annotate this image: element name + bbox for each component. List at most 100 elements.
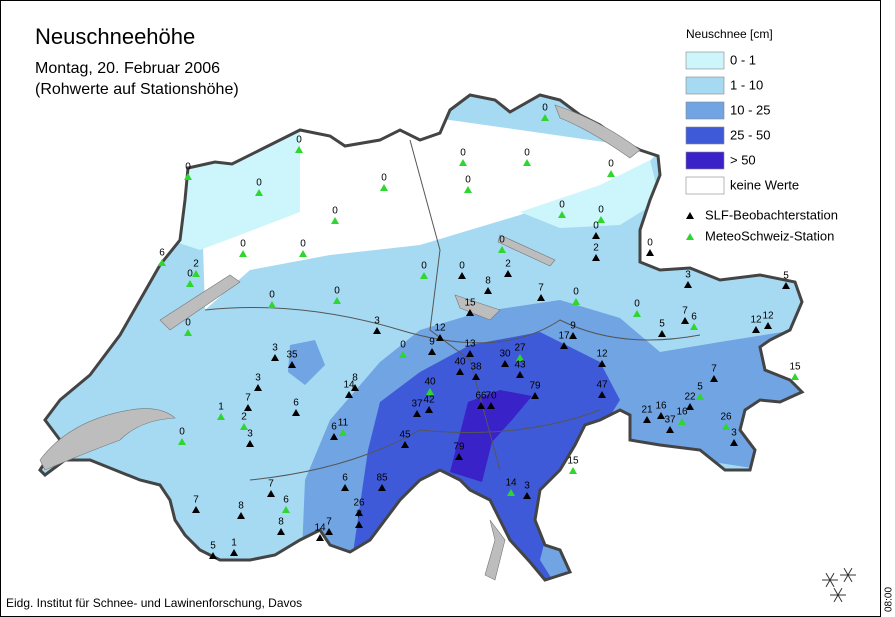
- station-value: 0: [334, 286, 340, 297]
- station-value: 0: [300, 239, 306, 250]
- station-marker: [523, 159, 531, 166]
- station-marker: [477, 402, 485, 409]
- station-marker: [456, 368, 464, 375]
- station-marker: [339, 429, 347, 436]
- station-marker: [531, 392, 539, 399]
- station-value: 7: [538, 283, 544, 294]
- logo-stroke: [837, 594, 843, 603]
- station-value: 2: [193, 259, 199, 270]
- station-marker: [516, 371, 524, 378]
- station-marker: [560, 342, 568, 349]
- station-value: 15: [464, 298, 476, 309]
- station-marker: [484, 287, 492, 294]
- station-value: 38: [470, 362, 482, 373]
- station-value: 35: [286, 350, 298, 361]
- station-marker: [681, 317, 689, 324]
- station-marker: [209, 552, 217, 559]
- station-marker: [791, 373, 799, 380]
- station-value: 0: [296, 135, 302, 146]
- station-value: 16: [676, 407, 688, 418]
- station-marker: [288, 361, 296, 368]
- station-marker: [455, 453, 463, 460]
- legend-swatch: [685, 76, 725, 95]
- station-value: 43: [514, 360, 526, 371]
- station-value: 0: [542, 103, 548, 114]
- subtitle: (Rohwerte auf Stationshöhe): [35, 81, 239, 98]
- station-value: 6: [159, 248, 165, 259]
- station-value: 12: [762, 311, 774, 322]
- station-marker: [646, 249, 654, 256]
- station-value: 3: [272, 343, 278, 354]
- station-marker: [752, 326, 760, 333]
- station-value: 0: [256, 178, 262, 189]
- station-value: 0: [524, 148, 530, 159]
- station-marker: [237, 512, 245, 519]
- station-marker: [425, 406, 433, 413]
- station-value: 1: [231, 538, 237, 549]
- station-marker: [341, 484, 349, 491]
- station-value: 8: [485, 276, 491, 287]
- station-value: 0: [332, 206, 338, 217]
- station-marker: [420, 272, 428, 279]
- station-marker: [244, 404, 252, 411]
- station-marker: [277, 528, 285, 535]
- station-marker: [186, 280, 194, 287]
- station-value: 70: [485, 391, 497, 402]
- lakes: [39, 104, 641, 581]
- station-value: 7: [193, 495, 199, 506]
- logo-stroke: [847, 574, 853, 583]
- station-value: 1: [218, 402, 224, 413]
- station-value: 11: [338, 418, 349, 429]
- station-marker: [246, 440, 254, 447]
- lake: [454, 294, 501, 321]
- station-marker: [541, 114, 549, 121]
- station-value: 66: [475, 391, 487, 402]
- station-marker: [355, 509, 363, 516]
- station-value: 5: [659, 319, 665, 330]
- station-value: 14: [505, 478, 517, 489]
- footer: Eidg. Institut für Schnee- und Lawinenfo…: [6, 596, 302, 610]
- station-value: 7: [245, 393, 251, 404]
- station-value: 16: [655, 401, 667, 412]
- station-marker: [458, 272, 466, 279]
- lake: [39, 408, 176, 471]
- station-value: 8: [352, 373, 358, 384]
- station-marker: [299, 250, 307, 257]
- logo-stroke: [837, 587, 843, 596]
- station-marker: [401, 441, 409, 448]
- station-value: 27: [514, 343, 526, 354]
- station-marker: [380, 184, 388, 191]
- station-value: 26: [353, 498, 365, 509]
- station-marker: [722, 423, 730, 430]
- station-marker: [572, 298, 580, 305]
- station-value: 3: [731, 428, 737, 439]
- station-marker: [598, 360, 606, 367]
- inner-borders: [204, 139, 701, 481]
- legend-swatch: [685, 151, 725, 170]
- station-marker: [254, 384, 262, 391]
- station-marker: [730, 439, 738, 446]
- station-marker: [504, 270, 512, 277]
- station-marker: [330, 433, 338, 440]
- station-marker: [558, 211, 566, 218]
- logo-stroke: [833, 587, 839, 596]
- station-marker: [686, 403, 694, 410]
- station-marker: [782, 282, 790, 289]
- station-marker: [592, 254, 600, 261]
- station-marker: [537, 294, 545, 301]
- legend-label: 1 - 10: [730, 77, 763, 92]
- legend-label: 25 - 50: [730, 127, 770, 142]
- station-marker: [696, 393, 704, 400]
- station-marker: [373, 327, 381, 334]
- station-value: 2: [505, 259, 511, 270]
- station-value: 0: [179, 427, 185, 438]
- station-marker: [345, 391, 353, 398]
- station-marker: [466, 309, 474, 316]
- lake: [484, 519, 506, 581]
- legend-marker: [686, 233, 694, 240]
- station-value: 0: [185, 318, 191, 329]
- station-value: 0: [559, 200, 565, 211]
- station-value: 47: [596, 380, 608, 391]
- station-value: 7: [326, 517, 332, 528]
